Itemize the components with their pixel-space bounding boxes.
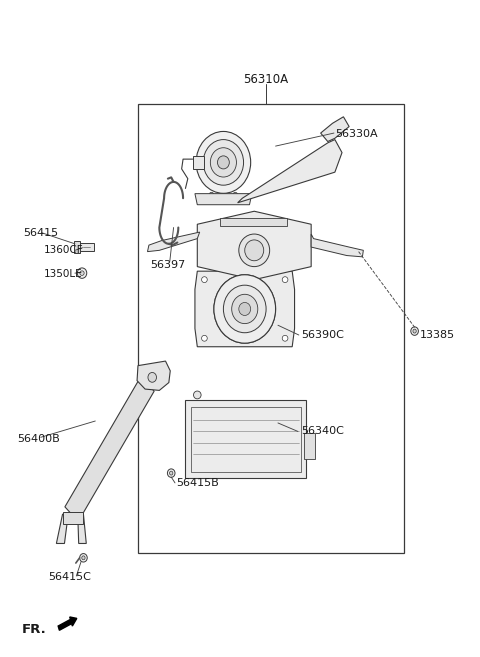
Polygon shape <box>137 361 170 390</box>
Ellipse shape <box>411 327 419 335</box>
Ellipse shape <box>239 302 251 315</box>
Text: 1360CF: 1360CF <box>44 245 83 256</box>
Ellipse shape <box>203 139 243 185</box>
Polygon shape <box>321 117 349 141</box>
Text: 56400B: 56400B <box>17 434 60 444</box>
Ellipse shape <box>217 156 229 169</box>
Ellipse shape <box>233 193 238 198</box>
Ellipse shape <box>202 335 207 341</box>
Text: 56390C: 56390C <box>301 330 344 340</box>
Ellipse shape <box>196 131 251 193</box>
FancyArrow shape <box>58 617 77 630</box>
Text: 56310A: 56310A <box>243 73 288 86</box>
Polygon shape <box>74 243 95 251</box>
Ellipse shape <box>193 391 201 399</box>
Polygon shape <box>65 376 154 522</box>
Polygon shape <box>311 234 363 257</box>
Polygon shape <box>74 241 80 253</box>
Text: 56330A: 56330A <box>335 129 377 139</box>
Text: FR.: FR. <box>22 623 47 636</box>
Polygon shape <box>78 514 86 543</box>
Polygon shape <box>304 433 315 459</box>
Ellipse shape <box>82 556 85 560</box>
Ellipse shape <box>80 554 87 562</box>
Text: 56397: 56397 <box>150 260 185 269</box>
Polygon shape <box>62 512 84 524</box>
Polygon shape <box>195 194 252 205</box>
Ellipse shape <box>239 302 251 315</box>
Text: 56415C: 56415C <box>48 572 91 582</box>
Ellipse shape <box>80 271 84 275</box>
Ellipse shape <box>223 285 266 332</box>
Ellipse shape <box>232 294 258 324</box>
Text: 56415B: 56415B <box>176 478 219 488</box>
Polygon shape <box>220 217 288 225</box>
Ellipse shape <box>232 294 258 324</box>
Ellipse shape <box>209 193 214 198</box>
Ellipse shape <box>223 285 266 332</box>
Polygon shape <box>195 271 295 347</box>
Ellipse shape <box>169 471 173 475</box>
Text: 56415: 56415 <box>23 228 58 238</box>
Ellipse shape <box>214 275 276 343</box>
Ellipse shape <box>239 234 270 267</box>
Polygon shape <box>56 514 68 543</box>
Ellipse shape <box>77 268 87 279</box>
Text: 56340C: 56340C <box>301 426 344 436</box>
Ellipse shape <box>245 240 264 261</box>
Text: 1350LE: 1350LE <box>44 269 82 279</box>
Ellipse shape <box>214 275 276 343</box>
Text: 13385: 13385 <box>420 330 456 340</box>
Polygon shape <box>185 400 306 478</box>
Ellipse shape <box>413 329 416 333</box>
Bar <box>138 104 404 553</box>
Ellipse shape <box>210 148 237 177</box>
Polygon shape <box>197 212 311 280</box>
Ellipse shape <box>282 277 288 283</box>
Ellipse shape <box>148 373 156 382</box>
Ellipse shape <box>168 469 175 478</box>
Polygon shape <box>238 139 342 203</box>
Ellipse shape <box>282 335 288 341</box>
Polygon shape <box>147 232 200 252</box>
Ellipse shape <box>202 277 207 283</box>
Polygon shape <box>192 156 204 169</box>
